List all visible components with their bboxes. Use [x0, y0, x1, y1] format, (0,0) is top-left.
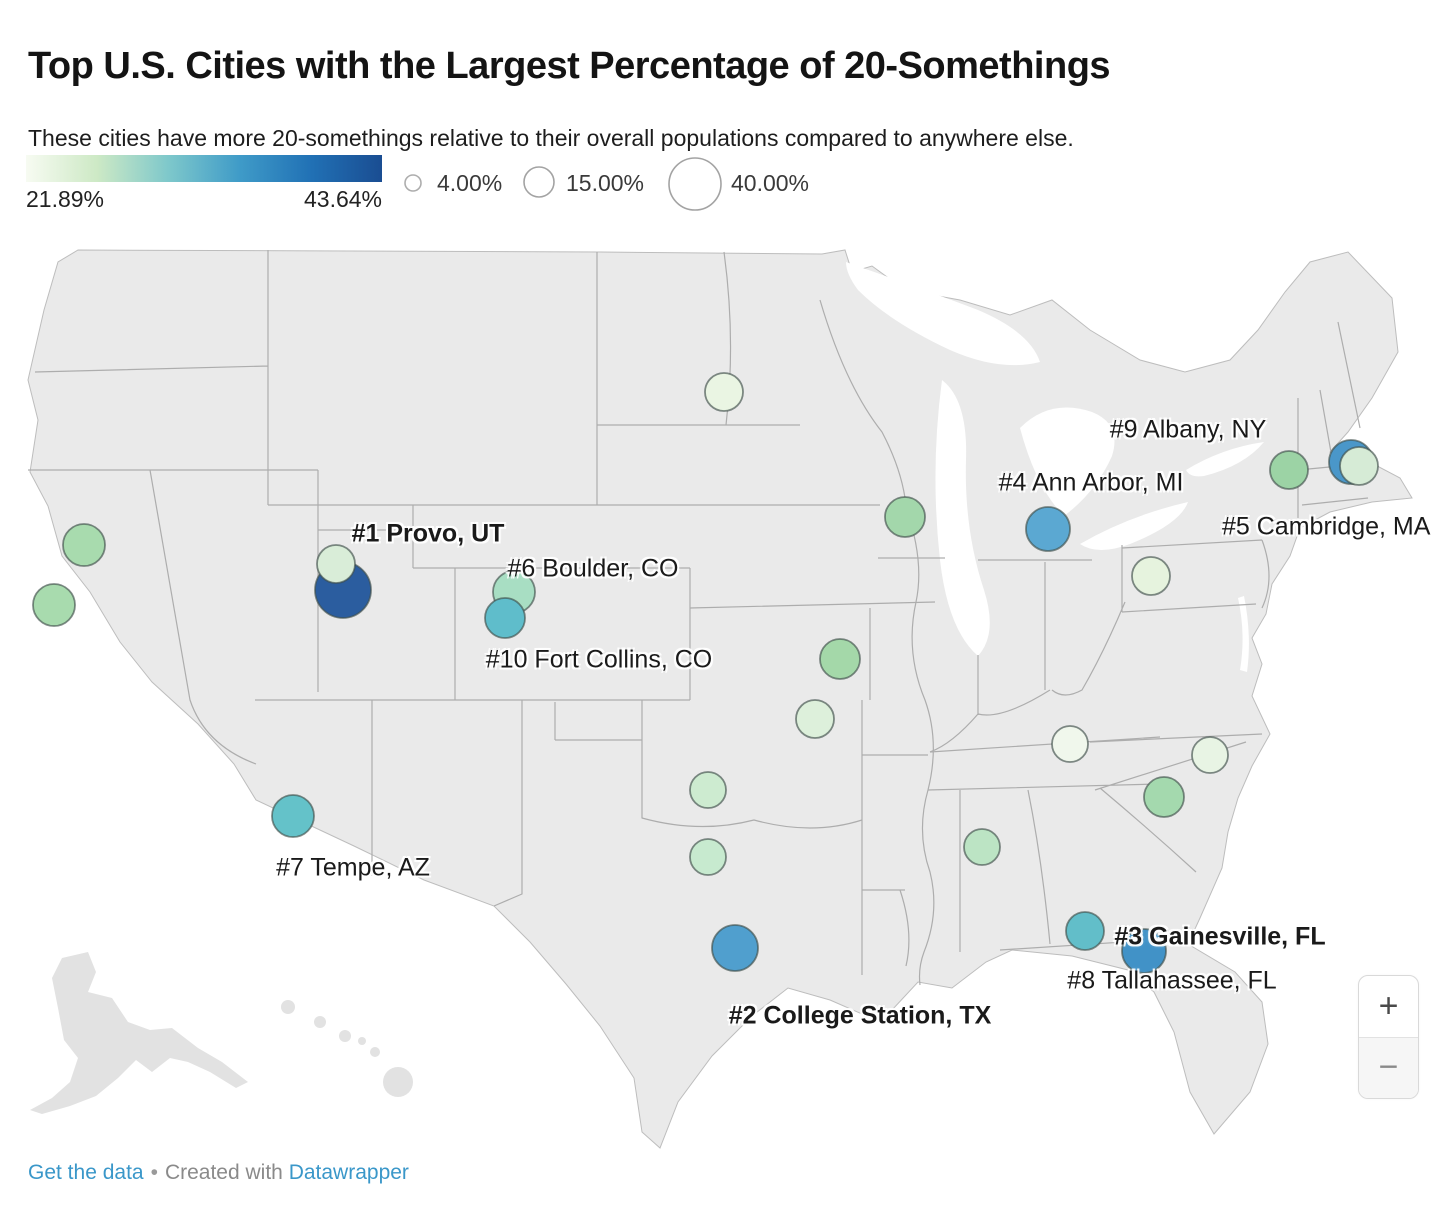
datawrapper-link[interactable]: Datawrapper [288, 1161, 409, 1184]
city-albany-bubble[interactable] [1269, 450, 1309, 490]
city-columbia-sc-bubble[interactable] [1143, 776, 1185, 818]
hawaii-shapes [281, 1000, 413, 1097]
get-the-data-link[interactable]: Get the data [28, 1161, 144, 1184]
footer-created-with: Created with [164, 1161, 283, 1184]
bubble-layer [32, 372, 1379, 974]
color-scale-gradient [26, 155, 382, 182]
map-zoom-control: + − [1358, 975, 1419, 1099]
page-title: Top U.S. Cities with the Largest Percent… [28, 45, 1111, 88]
color-scale-max: 43.64% [303, 186, 382, 212]
size-legend-label-small: 4.00% [437, 170, 503, 196]
state-borders [28, 250, 1369, 986]
city-lawrence-bubble[interactable] [795, 699, 835, 739]
city-auburn-bubble[interactable] [963, 828, 1001, 866]
city-ann-arbor-bubble[interactable] [1025, 506, 1071, 552]
footer-separator: • [150, 1161, 158, 1184]
city-chapel-hill-bubble[interactable] [1191, 736, 1229, 774]
zoom-out-button[interactable]: − [1359, 1036, 1418, 1098]
city-okc-bubble[interactable] [689, 771, 727, 809]
size-legend-label-medium: 15.00% [566, 170, 645, 196]
city-fargo-bubble[interactable] [704, 372, 744, 412]
zoom-in-button[interactable]: + [1378, 986, 1399, 1025]
size-legend-label-large: 40.00% [731, 170, 810, 196]
city-orem-bubble[interactable] [316, 544, 356, 584]
city-madison-bubble[interactable] [884, 496, 926, 538]
city-college-station-bubble[interactable] [711, 924, 759, 972]
page-subtitle: These cities have more 20-somethings rel… [28, 125, 1074, 151]
city-tallahassee-bubble[interactable] [1065, 911, 1105, 951]
size-legend-large-circle [668, 157, 722, 211]
color-scale-labels: 21.89% 43.64% [26, 186, 382, 213]
city-state-college-bubble[interactable] [1131, 556, 1171, 596]
footer: Get the data • Created with Datawrapper [28, 1161, 409, 1185]
great-lakes-water [846, 262, 1264, 672]
city-ca-bay-bubble[interactable] [32, 583, 76, 627]
city-denton-bubble[interactable] [689, 838, 727, 876]
city-columbia-mo-bubble[interactable] [819, 638, 861, 680]
size-legend-small-circle [404, 174, 422, 192]
city-fort-collins-bubble[interactable] [484, 597, 526, 639]
color-scale-min: 21.89% [26, 186, 105, 212]
alaska-shape [30, 952, 248, 1114]
city-boston-area-bubble[interactable] [1339, 446, 1379, 486]
city-knoxville-bubble[interactable] [1051, 725, 1089, 763]
size-legend-medium-circle [523, 166, 555, 198]
city-tempe-bubble[interactable] [271, 794, 315, 838]
city-gainesville-bubble[interactable] [1121, 928, 1167, 974]
city-ca-north-bubble[interactable] [62, 523, 106, 567]
size-legend [404, 157, 722, 211]
